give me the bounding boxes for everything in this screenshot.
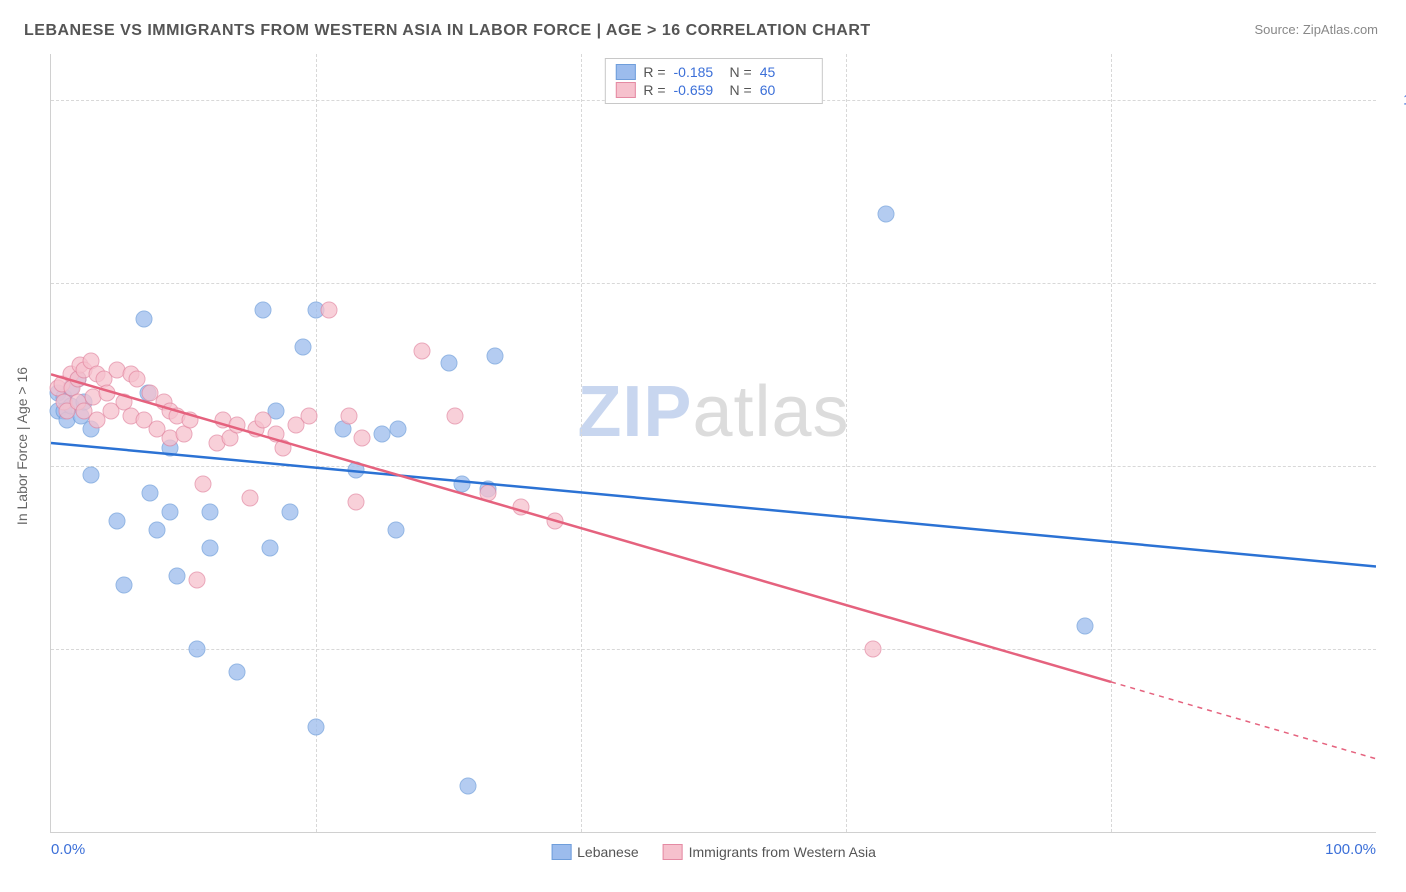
legend-label: Lebanese bbox=[577, 844, 639, 860]
data-point bbox=[546, 512, 563, 529]
data-point bbox=[447, 407, 464, 424]
data-point bbox=[255, 412, 272, 429]
data-point bbox=[374, 425, 391, 442]
data-point bbox=[347, 494, 364, 511]
data-point bbox=[321, 302, 338, 319]
data-point bbox=[294, 338, 311, 355]
data-point bbox=[261, 540, 278, 557]
gridline-v bbox=[316, 54, 317, 832]
stat-r-value: -0.185 bbox=[674, 64, 722, 80]
legend-item: Lebanese bbox=[551, 844, 639, 860]
x-tick-label: 0.0% bbox=[51, 841, 85, 858]
stats-row: R = -0.185 N = 45 bbox=[615, 63, 807, 81]
data-point bbox=[188, 640, 205, 657]
source-label: Source: ZipAtlas.com bbox=[1254, 22, 1378, 37]
swatch-series-2 bbox=[615, 82, 635, 98]
data-point bbox=[149, 521, 166, 538]
data-point bbox=[129, 370, 146, 387]
data-point bbox=[195, 476, 212, 493]
data-point bbox=[1076, 618, 1093, 635]
data-point bbox=[460, 778, 477, 795]
stat-r-value: -0.659 bbox=[674, 82, 722, 98]
data-point bbox=[182, 412, 199, 429]
data-point bbox=[414, 343, 431, 360]
data-point bbox=[453, 476, 470, 493]
swatch-series-1 bbox=[551, 844, 571, 860]
data-point bbox=[202, 540, 219, 557]
data-point bbox=[274, 439, 291, 456]
watermark-zip: ZIP bbox=[577, 372, 692, 452]
y-tick-label: 60.0% bbox=[1384, 457, 1406, 474]
data-point bbox=[513, 499, 530, 516]
legend-item: Immigrants from Western Asia bbox=[663, 844, 876, 860]
data-point bbox=[168, 567, 185, 584]
data-point bbox=[486, 348, 503, 365]
chart-title: LEBANESE VS IMMIGRANTS FROM WESTERN ASIA… bbox=[24, 22, 871, 40]
data-point bbox=[188, 572, 205, 589]
regression-lines bbox=[51, 54, 1376, 832]
data-point bbox=[354, 430, 371, 447]
data-point bbox=[864, 640, 881, 657]
data-point bbox=[202, 503, 219, 520]
data-point bbox=[877, 206, 894, 223]
data-point bbox=[109, 512, 126, 529]
data-point bbox=[301, 407, 318, 424]
y-tick-label: 100.0% bbox=[1384, 91, 1406, 108]
plot-area: ZIPatlas R = -0.185 N = 45 R = -0.659 N … bbox=[50, 54, 1376, 833]
data-point bbox=[255, 302, 272, 319]
stat-n-label: N = bbox=[730, 64, 752, 80]
gridline-v bbox=[1111, 54, 1112, 832]
stat-n-value: 60 bbox=[760, 82, 808, 98]
data-point bbox=[241, 489, 258, 506]
data-point bbox=[82, 467, 99, 484]
gridline-h bbox=[51, 649, 1376, 650]
stat-r-label: R = bbox=[643, 82, 665, 98]
data-point bbox=[142, 485, 159, 502]
y-tick-label: 40.0% bbox=[1384, 640, 1406, 657]
stat-r-label: R = bbox=[643, 64, 665, 80]
gridline-h bbox=[51, 283, 1376, 284]
data-point bbox=[115, 576, 132, 593]
stats-row: R = -0.659 N = 60 bbox=[615, 81, 807, 99]
legend: Lebanese Immigrants from Western Asia bbox=[551, 844, 876, 860]
data-point bbox=[347, 462, 364, 479]
y-tick-label: 80.0% bbox=[1384, 274, 1406, 291]
swatch-series-1 bbox=[615, 64, 635, 80]
data-point bbox=[480, 485, 497, 502]
data-point bbox=[228, 416, 245, 433]
legend-label: Immigrants from Western Asia bbox=[689, 844, 876, 860]
stat-n-value: 45 bbox=[760, 64, 808, 80]
data-point bbox=[390, 421, 407, 438]
stats-box: R = -0.185 N = 45 R = -0.659 N = 60 bbox=[604, 58, 822, 104]
data-point bbox=[135, 311, 152, 328]
stat-n-label: N = bbox=[730, 82, 752, 98]
gridline-v bbox=[581, 54, 582, 832]
gridline-v bbox=[846, 54, 847, 832]
data-point bbox=[228, 663, 245, 680]
x-tick-label: 100.0% bbox=[1325, 841, 1376, 858]
data-point bbox=[308, 718, 325, 735]
watermark: ZIPatlas bbox=[577, 371, 849, 453]
data-point bbox=[440, 355, 457, 372]
data-point bbox=[162, 503, 179, 520]
data-point bbox=[341, 407, 358, 424]
data-point bbox=[281, 503, 298, 520]
gridline-h bbox=[51, 466, 1376, 467]
swatch-series-2 bbox=[663, 844, 683, 860]
data-point bbox=[98, 384, 115, 401]
watermark-atlas: atlas bbox=[692, 372, 849, 452]
data-point bbox=[387, 521, 404, 538]
y-axis-label: In Labor Force | Age > 16 bbox=[14, 367, 30, 525]
